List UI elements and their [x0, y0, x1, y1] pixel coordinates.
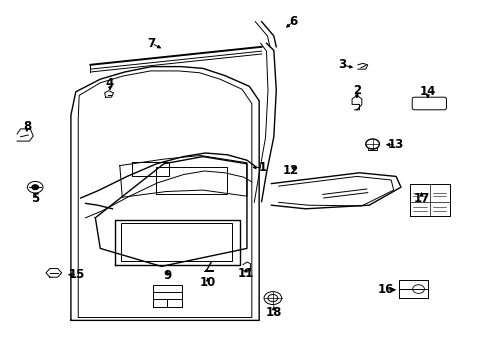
Text: 14: 14 [419, 85, 435, 98]
Text: 3: 3 [338, 58, 346, 71]
Text: 17: 17 [412, 192, 429, 205]
Text: 10: 10 [199, 276, 216, 289]
Text: 12: 12 [282, 165, 299, 177]
Text: 15: 15 [69, 268, 85, 281]
Text: 4: 4 [106, 77, 114, 90]
Text: 6: 6 [289, 15, 297, 28]
Text: 13: 13 [387, 138, 404, 151]
Text: 1: 1 [259, 161, 266, 174]
Text: 11: 11 [237, 267, 254, 280]
Text: 9: 9 [163, 269, 171, 282]
Text: 5: 5 [31, 192, 39, 205]
Text: 7: 7 [147, 37, 155, 50]
Text: 2: 2 [352, 84, 360, 96]
Text: 8: 8 [23, 120, 31, 132]
Circle shape [32, 185, 39, 190]
Text: 18: 18 [265, 306, 282, 319]
Text: 16: 16 [377, 283, 394, 296]
